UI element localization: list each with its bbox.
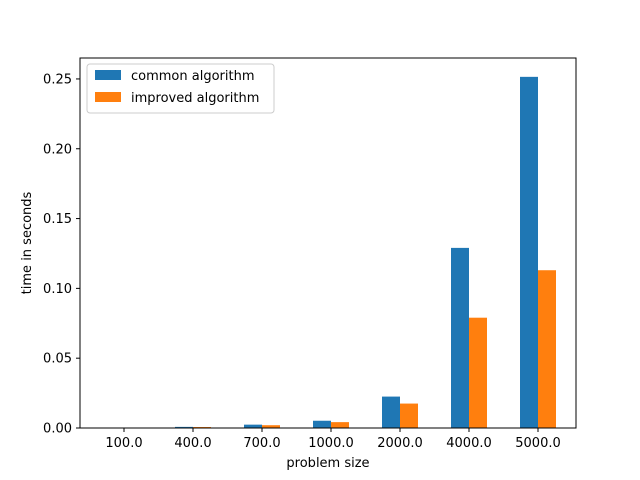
y-tick-label: 0.00 [43,422,72,437]
bar-common-4000.0 [451,247,469,428]
legend-label-improved: improved algorithm [131,91,259,106]
x-tick-label: 5000.0 [515,436,561,451]
x-tick-label: 400.0 [174,436,211,451]
legend-swatch-common [95,70,121,80]
bar-common-1000.0 [313,420,331,428]
y-axis: 0.00 0.05 0.10 0.15 0.20 0.25 [43,72,80,437]
x-tick-label: 2000.0 [377,436,423,451]
x-tick-label: 100.0 [105,436,142,451]
bar-common-400.0 [175,426,193,428]
y-tick-label: 0.05 [43,352,72,367]
plot-frame [79,57,577,429]
y-axis-label: time in seconds [20,191,35,294]
legend-swatch-improved [95,92,121,102]
y-tick-label: 0.25 [43,72,72,87]
bar-common-700.0 [244,424,262,428]
bar-improved-5000.0 [538,270,556,428]
y-tick-label: 0.15 [43,212,72,227]
x-tick-label: 4000.0 [446,436,492,451]
bar-common-5000.0 [520,76,538,428]
x-axis: 100.0 400.0 700.0 1000.0 2000.0 4000.0 5000.0 [105,428,561,451]
plot-area [80,58,576,428]
bar-improved-700.0 [262,425,280,428]
legend: common algorithm improved algorithm [86,63,275,114]
x-tick-label: 700.0 [243,436,280,451]
bar-improved-4000.0 [469,317,487,428]
legend-frame [86,63,275,114]
legend-label-common: common algorithm [131,69,255,84]
y-tick-label: 0.10 [43,282,72,297]
bar-improved-2000.0 [400,403,418,428]
bars-layer [106,76,556,428]
bar-improved-1000.0 [331,422,349,428]
y-tick-label: 0.20 [43,142,72,157]
x-axis-label: problem size [286,456,369,471]
x-tick-label: 1000.0 [308,436,354,451]
bar-common-2000.0 [382,396,400,428]
